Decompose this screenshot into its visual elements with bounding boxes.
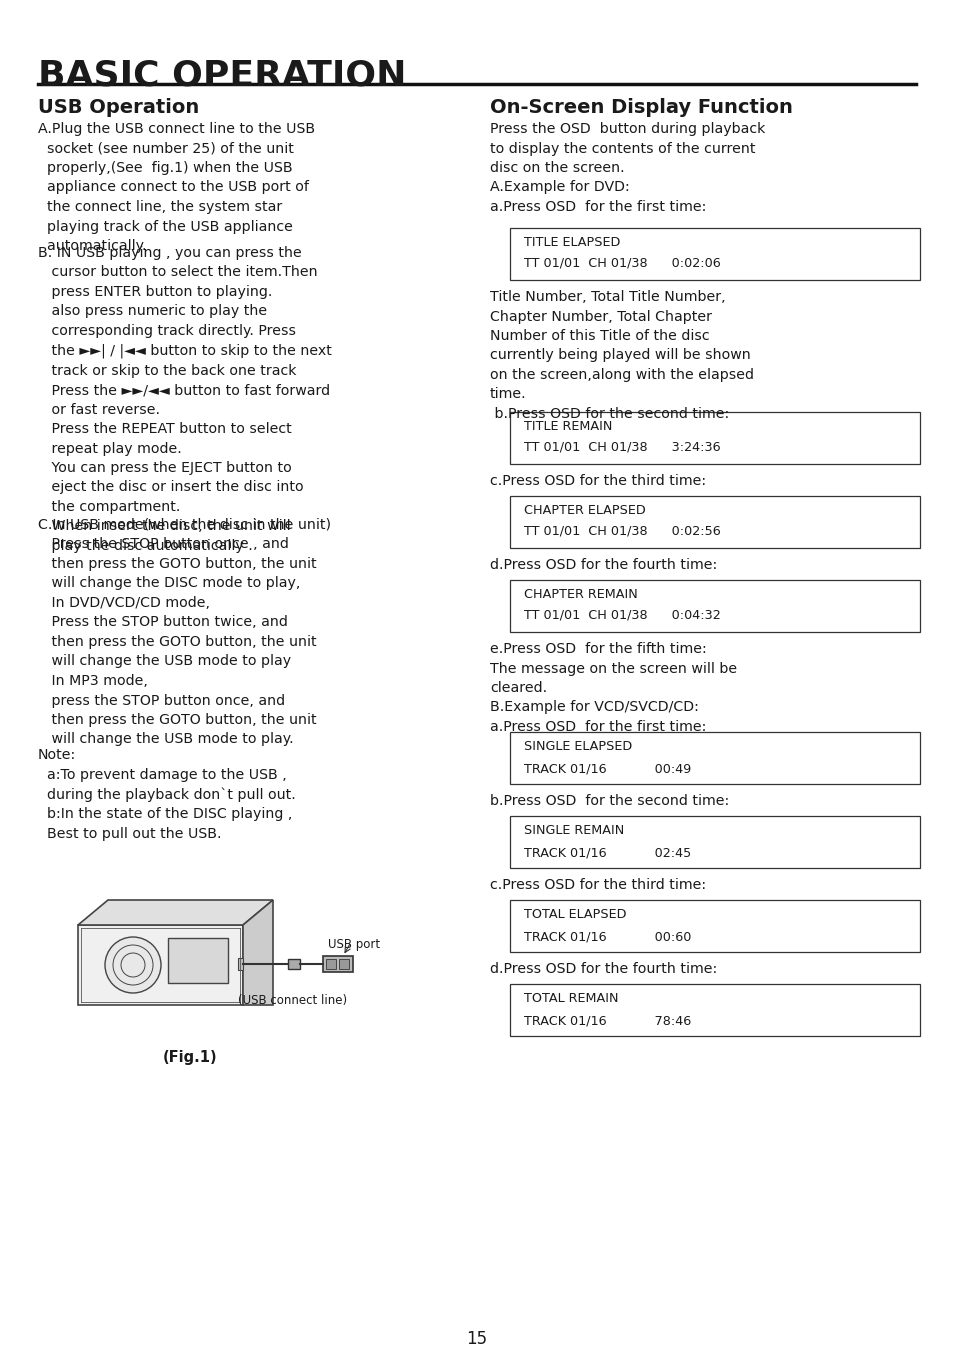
Text: d.Press OSD for the fourth time:: d.Press OSD for the fourth time: [490, 963, 717, 976]
Text: A.Plug the USB connect line to the USB
  socket (see number 25) of the unit
  pr: A.Plug the USB connect line to the USB s… [38, 122, 314, 253]
Text: SINGLE REMAIN: SINGLE REMAIN [523, 823, 623, 837]
Text: TRACK 01/16            02:45: TRACK 01/16 02:45 [523, 846, 691, 859]
Bar [510, 228, 919, 280]
Bar [168, 938, 228, 983]
Text: TT 01/01  CH 01/38      0:04:32: TT 01/01 CH 01/38 0:04:32 [523, 608, 720, 621]
Text: TT 01/01  CH 01/38      0:02:06: TT 01/01 CH 01/38 0:02:06 [523, 256, 720, 269]
Text: TRACK 01/16            00:60: TRACK 01/16 00:60 [523, 930, 691, 942]
Text: 15: 15 [466, 1330, 487, 1348]
Text: TOTAL ELAPSED: TOTAL ELAPSED [523, 909, 626, 921]
Bar [510, 984, 919, 1036]
Polygon shape [243, 900, 273, 1005]
Text: SINGLE ELAPSED: SINGLE ELAPSED [523, 740, 632, 753]
Bar [510, 900, 919, 952]
Text: TITLE ELAPSED: TITLE ELAPSED [523, 237, 619, 249]
Bar [510, 412, 919, 464]
Text: Note:
  a:To prevent damage to the USB ,
  during the playback don`t pull out.
 : Note: a:To prevent damage to the USB , d… [38, 748, 295, 841]
Text: TRACK 01/16            00:49: TRACK 01/16 00:49 [523, 763, 691, 775]
Text: e.Press OSD  for the fifth time:
The message on the screen will be
cleared.
B.Ex: e.Press OSD for the fifth time: The mess… [490, 642, 737, 734]
Text: TOTAL REMAIN: TOTAL REMAIN [523, 992, 618, 1005]
Circle shape [105, 937, 161, 992]
Text: b.Press OSD  for the second time:: b.Press OSD for the second time: [490, 794, 728, 808]
Text: On-Screen Display Function: On-Screen Display Function [490, 97, 792, 118]
Text: (Fig.1): (Fig.1) [163, 1051, 217, 1065]
Text: TT 01/01  CH 01/38      3:24:36: TT 01/01 CH 01/38 3:24:36 [523, 439, 720, 453]
Text: c.Press OSD for the third time:: c.Press OSD for the third time: [490, 877, 705, 892]
Text: Press the OSD  button during playback
to display the contents of the current
dis: Press the OSD button during playback to … [490, 122, 764, 214]
Text: USB Operation: USB Operation [38, 97, 199, 118]
Text: c.Press OSD for the third time:: c.Press OSD for the third time: [490, 475, 705, 488]
Text: (USB connect line): (USB connect line) [238, 994, 347, 1007]
Polygon shape [78, 900, 273, 925]
Bar [510, 731, 919, 784]
Circle shape [112, 945, 152, 986]
Text: TT 01/01  CH 01/38      0:02:56: TT 01/01 CH 01/38 0:02:56 [523, 525, 720, 537]
Text: B. IN USB playing , you can press the
   cursor button to select the item.Then
 : B. IN USB playing , you can press the cu… [38, 246, 332, 553]
Text: TRACK 01/16            78:46: TRACK 01/16 78:46 [523, 1014, 691, 1028]
Text: d.Press OSD for the fourth time:: d.Press OSD for the fourth time: [490, 558, 717, 572]
Bar [338, 959, 349, 969]
Text: C.In USB mode(when the disc in the unit)
   Press the STOP button once , and
   : C.In USB mode(when the disc in the unit)… [38, 518, 331, 746]
Bar [510, 817, 919, 868]
Bar [323, 956, 353, 972]
Polygon shape [78, 925, 243, 1005]
Text: CHAPTER REMAIN: CHAPTER REMAIN [523, 588, 638, 602]
Bar [510, 496, 919, 548]
Text: USB port: USB port [328, 938, 379, 950]
Bar [326, 959, 335, 969]
Bar [288, 959, 299, 969]
Bar [237, 959, 243, 969]
Text: TITLE REMAIN: TITLE REMAIN [523, 420, 612, 433]
Text: CHAPTER ELAPSED: CHAPTER ELAPSED [523, 504, 645, 516]
Text: Title Number, Total Title Number,
Chapter Number, Total Chapter
Number of this T: Title Number, Total Title Number, Chapte… [490, 289, 753, 420]
Text: BASIC OPERATION: BASIC OPERATION [38, 58, 406, 92]
Circle shape [121, 953, 145, 977]
Bar [510, 580, 919, 631]
